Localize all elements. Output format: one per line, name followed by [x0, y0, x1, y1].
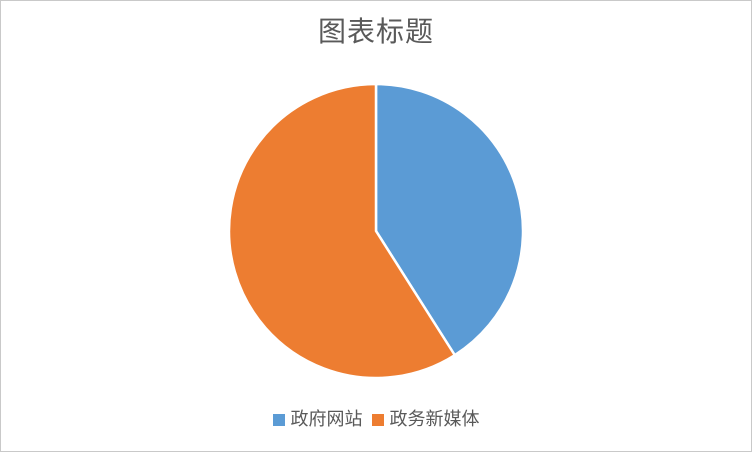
legend-swatch-blue-icon — [272, 413, 285, 426]
legend-label-gov-new-media: 政务新媒体 — [389, 409, 480, 429]
chart-legend: 政府网站 政务新媒体 — [1, 407, 751, 432]
legend-item-gov-website: 政府网站 — [272, 407, 363, 432]
legend-item-gov-new-media: 政务新媒体 — [371, 407, 480, 432]
legend-label-gov-website: 政府网站 — [290, 409, 363, 429]
pie-slice-gov-new-media — [227, 82, 457, 380]
legend-swatch-orange-icon — [371, 413, 384, 426]
chart-title: 图表标题 — [317, 16, 434, 47]
